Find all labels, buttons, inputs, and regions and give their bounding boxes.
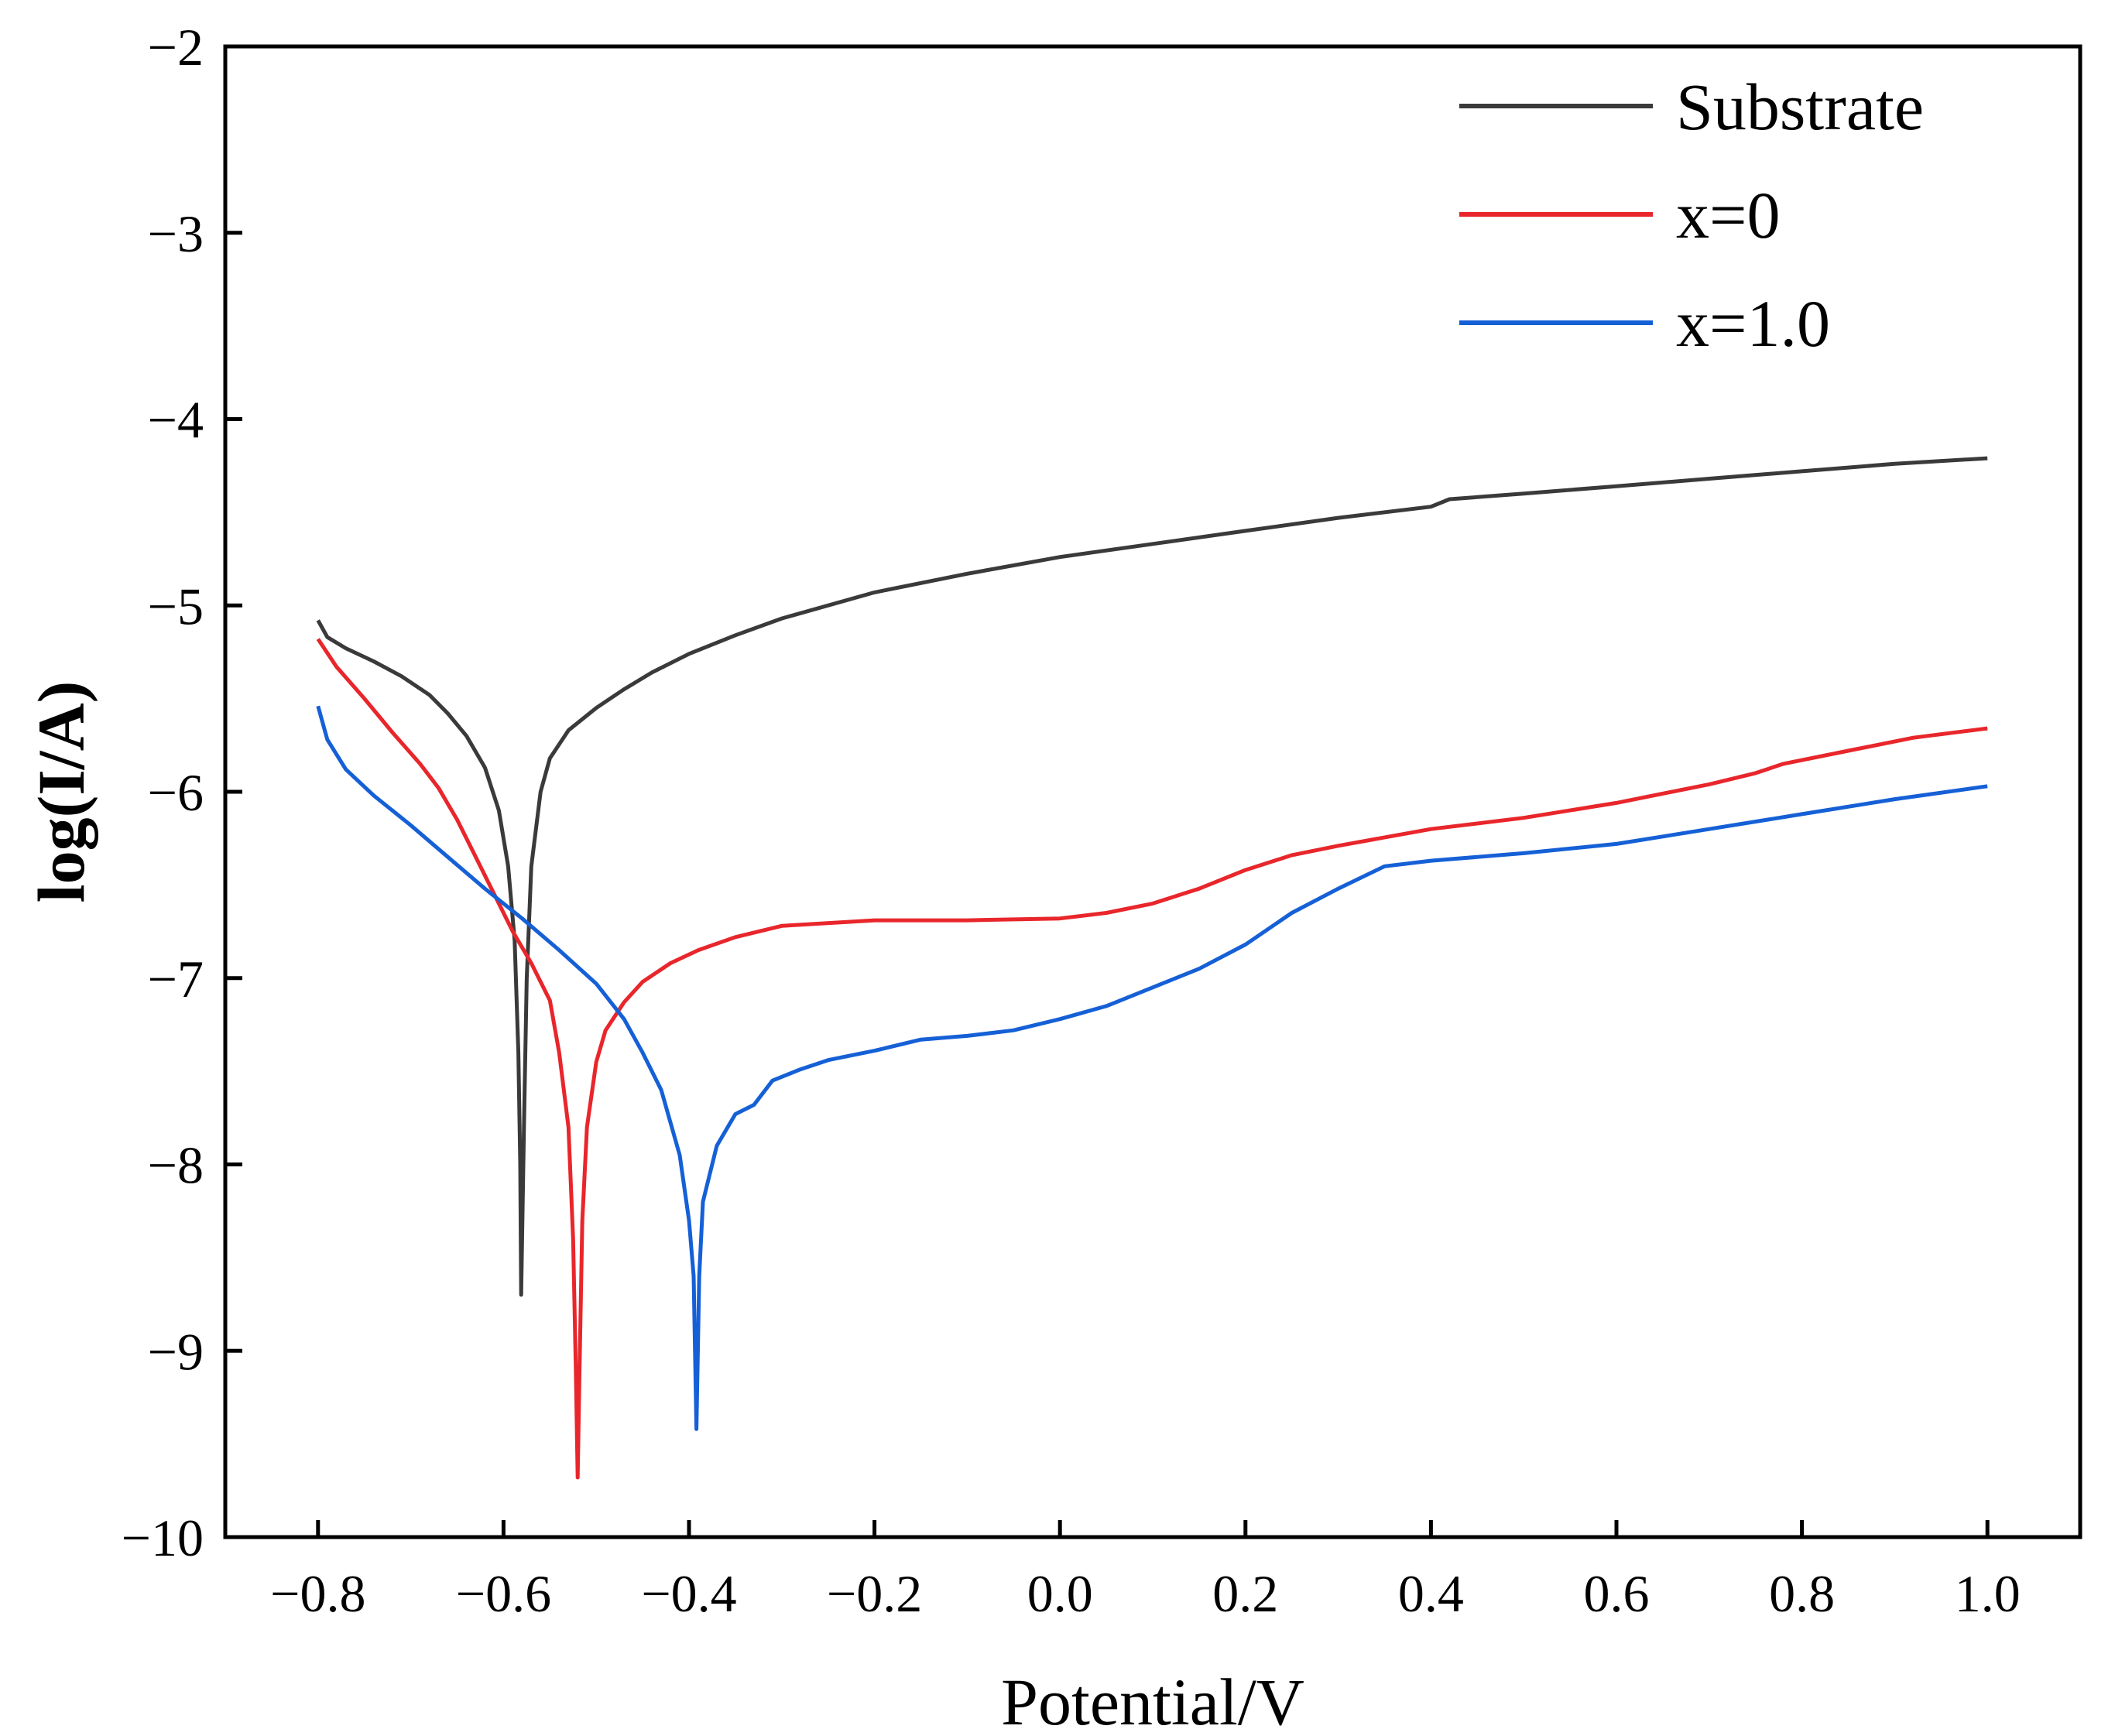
legend-label: x=0 [1676, 178, 1781, 252]
y-tick-label: −8 [148, 1136, 204, 1195]
y-tick-label: −10 [122, 1508, 204, 1567]
x-tick-label: −0.2 [827, 1564, 922, 1623]
x-tick-label: −0.4 [641, 1564, 736, 1623]
series-layer [316, 456, 1988, 1480]
x-tick-label: 1.0 [1955, 1564, 2021, 1623]
x-tick-label: 0.8 [1769, 1564, 1835, 1623]
x-tick-label: −0.6 [456, 1564, 551, 1623]
y-tick-label: −5 [148, 577, 204, 635]
series-line-x-1-0 [316, 705, 1988, 1431]
series-line-substrate [316, 456, 1988, 1297]
x-tick-label: 0.4 [1398, 1564, 1464, 1623]
x-tick-label: −0.8 [270, 1564, 365, 1623]
y-tick-label: −4 [148, 391, 204, 450]
y-tick-label: −6 [148, 763, 204, 822]
y-tick-label: −9 [148, 1322, 204, 1381]
ticks-layer: −0.8 −0.6 −0.4 −0.2 0.0 0.2 0.4 0.6 0.8 1.0 −2 −3 −4… [122, 18, 2021, 1623]
y-tick-label: −7 [148, 950, 204, 1008]
y-tick-label: −2 [148, 18, 204, 77]
legend: Substrate x=0 x=1.0 [1459, 70, 1924, 361]
y-tick-label: −3 [148, 204, 204, 263]
x-tick-label: 0.6 [1584, 1564, 1650, 1623]
x-tick-label: 0.0 [1027, 1564, 1093, 1623]
x-axis-title: Potential/V [1001, 1665, 1304, 1736]
legend-label: x=1.0 [1676, 286, 1830, 361]
series-line-x-0 [316, 638, 1988, 1480]
y-axis-title: log(I/A) [24, 681, 98, 903]
plot-frame [223, 44, 2082, 1539]
x-tick-label: 0.2 [1212, 1564, 1278, 1623]
legend-label: Substrate [1676, 70, 1924, 144]
